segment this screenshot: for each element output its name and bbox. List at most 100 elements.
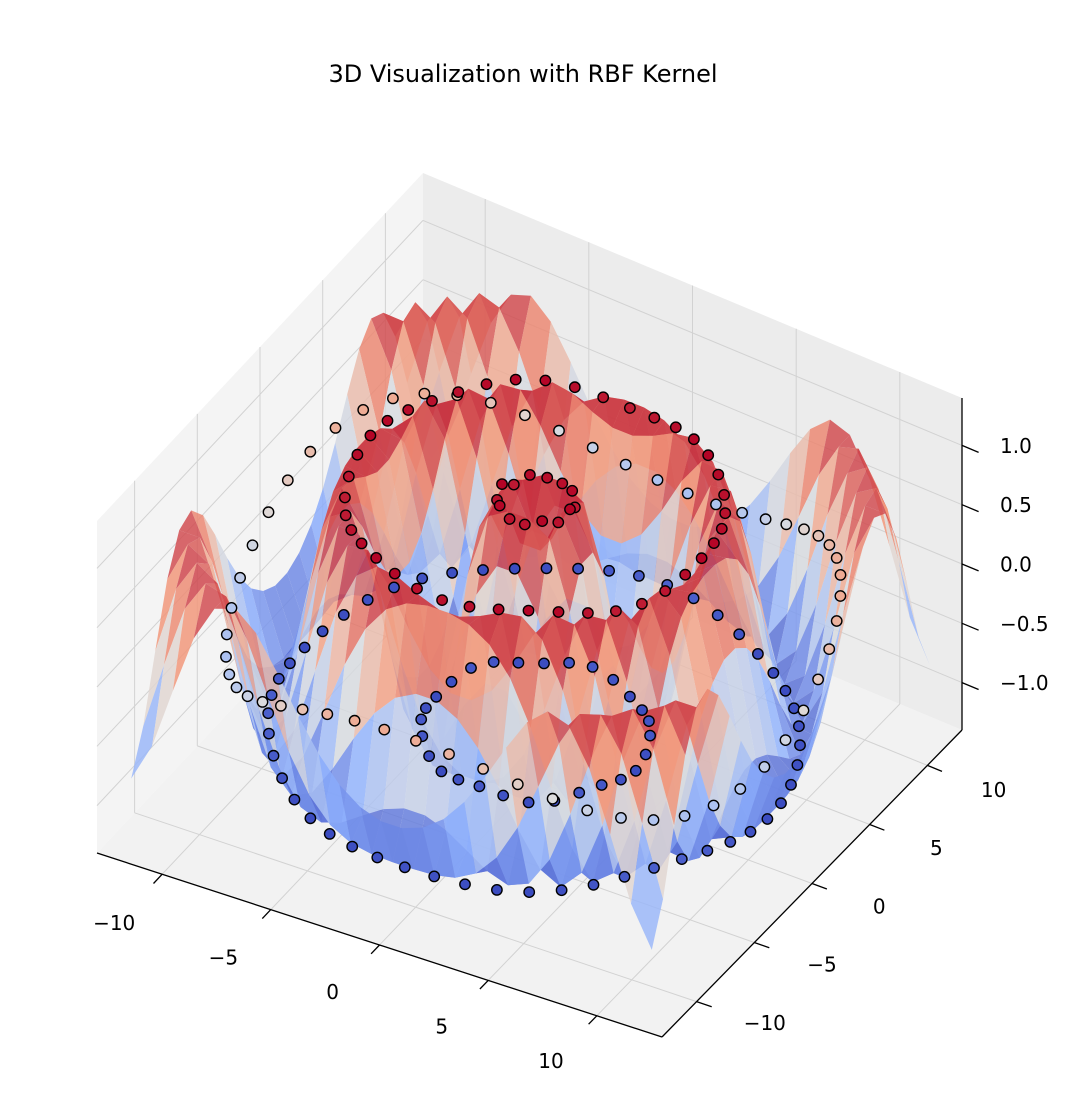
scatter-points — [220, 373, 847, 898]
scatter-point — [415, 713, 428, 726]
y-tick-mark — [811, 882, 828, 890]
surface-facet — [485, 747, 518, 858]
scatter-point — [518, 518, 531, 531]
scatter-point — [681, 487, 694, 500]
z-tick-mark — [961, 681, 979, 691]
scatter-point — [487, 656, 500, 668]
scatter-point — [523, 886, 536, 898]
scatter-point — [452, 386, 465, 398]
scatter-point — [272, 672, 285, 685]
scatter-point — [573, 786, 586, 799]
surface-facet — [610, 753, 643, 904]
surface-facet — [728, 516, 760, 606]
surface-facet — [818, 419, 850, 475]
surface-facet — [433, 439, 465, 597]
scatter-point — [283, 657, 296, 670]
z-gridline-left — [96, 220, 424, 569]
surface-facet — [475, 857, 508, 886]
surface-facet — [356, 435, 389, 473]
surface-facet — [412, 400, 445, 490]
surface-facet — [415, 605, 449, 701]
surface-facet — [768, 679, 801, 759]
scatter-point — [538, 657, 550, 670]
surface-facet — [365, 472, 398, 576]
surface-facet — [677, 763, 710, 861]
surface-facet — [560, 393, 593, 511]
surface-facet — [402, 827, 435, 876]
scatter-point — [316, 625, 329, 638]
scatter-point — [834, 569, 847, 581]
surface-facet — [719, 491, 751, 554]
z-tick-label: −0.5 — [1000, 612, 1049, 636]
scatter-point — [701, 844, 714, 857]
surface-facet — [547, 711, 580, 744]
surface-facet — [694, 553, 727, 574]
surface-facet — [699, 825, 732, 858]
surface-facet — [664, 700, 697, 755]
scatter-point — [775, 797, 787, 810]
scatter-point — [304, 812, 317, 825]
scatter-point — [582, 607, 594, 619]
surface-facet — [887, 508, 919, 637]
scatter-point — [734, 783, 747, 795]
surface-facet — [847, 448, 879, 490]
scatter-point — [337, 609, 350, 621]
surface-facet — [600, 709, 633, 754]
y-gridline-floor — [134, 812, 697, 1003]
surface-facet — [383, 693, 416, 810]
surface-facet — [528, 859, 561, 888]
surface-facet — [726, 558, 758, 659]
y-tick-label: 10 — [981, 778, 1006, 802]
scatter-point — [586, 441, 599, 454]
scatter-point — [223, 668, 236, 681]
scatter-point — [675, 853, 688, 865]
surface-facet — [353, 609, 387, 739]
surface-facet — [187, 537, 221, 601]
surface-facet — [172, 583, 206, 691]
surface-facet — [552, 482, 584, 539]
surface-facet — [632, 407, 665, 436]
surface-facet — [229, 628, 262, 753]
surface-facet — [854, 505, 886, 554]
surface-facet — [400, 416, 433, 534]
surface-facet — [464, 776, 497, 874]
scatter-point — [459, 878, 471, 891]
surface-facet — [724, 648, 756, 770]
scatter-point — [552, 516, 565, 529]
chart-title: 3D Visualization with RBF Kernel — [328, 60, 717, 88]
surface-facet — [374, 603, 407, 714]
surface-facet — [709, 716, 741, 826]
scatter-point — [512, 656, 525, 669]
surface-facet — [739, 521, 772, 649]
scatter-point — [418, 387, 431, 400]
scatter-point — [607, 673, 620, 686]
surface-facet — [404, 693, 437, 816]
surface-facet — [753, 773, 786, 830]
scatter-point — [234, 571, 247, 584]
surface-facet — [572, 393, 605, 412]
surface-facet — [511, 475, 544, 531]
surface-facet — [589, 714, 622, 835]
scatter-point — [767, 667, 780, 679]
surface-facet — [176, 544, 209, 590]
scatter-point — [276, 772, 288, 785]
surface-facet — [164, 562, 197, 665]
scatter-point — [339, 509, 352, 522]
surface-facet — [793, 624, 825, 704]
surface-facet — [179, 510, 212, 562]
surface-facet — [742, 773, 775, 837]
surface-facet — [444, 398, 477, 534]
scatter-point — [610, 605, 622, 617]
surface-facet — [681, 592, 713, 717]
scatter-point — [426, 394, 438, 407]
scatter-point — [446, 566, 458, 579]
surface-facet — [443, 801, 476, 878]
surface-facet — [510, 616, 543, 729]
z-tick-mark — [961, 504, 979, 513]
scatter-point — [791, 759, 804, 771]
surface-facet — [629, 511, 662, 646]
surface-facet — [865, 488, 897, 539]
surface-facet — [324, 575, 357, 712]
surface-facet — [456, 388, 489, 459]
surface-facet — [353, 476, 386, 571]
